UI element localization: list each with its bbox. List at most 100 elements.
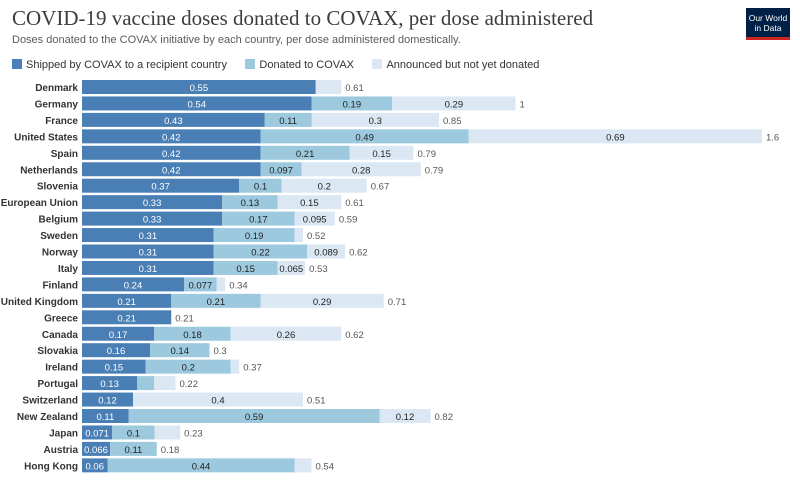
value-label-shipped-greece: 0.21	[117, 313, 136, 324]
value-label-announced-belgium: 0.095	[303, 215, 327, 226]
bar-shipped-finland	[82, 277, 184, 292]
value-label-donated-european-union: 0.13	[241, 198, 260, 209]
legend-item-announced[interactable]: Announced but not yet donated	[372, 58, 539, 71]
bar-donated-finland	[184, 277, 217, 292]
bar-announced-european-union	[277, 195, 342, 210]
country-label-european-union: European Union	[1, 198, 78, 209]
value-label-shipped-slovenia: 0.37	[151, 182, 170, 193]
legend-swatch-shipped	[12, 58, 22, 69]
value-label-donated-slovakia: 0.14	[171, 346, 190, 357]
bar-donated-united-states	[260, 129, 469, 144]
value-label-announced-slovenia: 0.2	[318, 182, 331, 193]
value-label-donated-japan: 0.1	[127, 428, 140, 439]
total-label-new-zealand: 0.82	[435, 412, 454, 423]
bar-shipped-switzerland	[82, 392, 133, 407]
country-label-hong-kong: Hong Kong	[24, 461, 78, 472]
country-label-finland: Finland	[42, 280, 78, 291]
value-label-shipped-united-states: 0.42	[162, 132, 181, 143]
bar-shipped-european-union	[82, 195, 223, 210]
total-label-japan: 0.23	[184, 428, 203, 439]
logo-line-1: Our World	[748, 13, 788, 23]
legend: Shipped by COVAX to a recipient country …	[12, 56, 553, 71]
country-label-denmark: Denmark	[35, 83, 78, 94]
bar-announced-netherlands	[301, 162, 421, 177]
country-label-italy: Italy	[58, 264, 78, 275]
legend-swatch-donated	[245, 58, 256, 69]
owid-logo[interactable]: Our World in Data	[746, 8, 790, 40]
value-label-announced-european-union: 0.15	[300, 198, 319, 209]
bar-announced-italy	[277, 260, 306, 275]
value-label-donated-hong-kong: 0.44	[192, 461, 211, 472]
bar-shipped-slovenia	[82, 178, 240, 193]
bar-announced-japan	[154, 425, 181, 440]
legend-item-shipped[interactable]: Shipped by COVAX to a recipient country	[12, 58, 227, 71]
value-label-shipped-sweden: 0.31	[139, 231, 158, 242]
bar-announced-norway	[307, 244, 346, 259]
value-label-shipped-european-union: 0.33	[143, 198, 162, 209]
value-label-announced-norway: 0.089	[314, 248, 338, 259]
value-label-shipped-ireland: 0.15	[105, 363, 124, 374]
total-label-greece: 0.21	[175, 313, 194, 324]
value-label-donated-germany: 0.19	[343, 99, 362, 110]
value-label-announced-netherlands: 0.28	[352, 165, 371, 176]
total-label-united-kingdom: 0.71	[388, 297, 407, 308]
bar-shipped-denmark	[82, 80, 316, 94]
country-label-spain: Spain	[51, 149, 78, 160]
value-label-donated-sweden: 0.19	[245, 231, 264, 242]
value-label-announced-new-zealand: 0.12	[396, 412, 415, 423]
value-label-donated-belgium: 0.17	[249, 215, 268, 226]
bar-announced-portugal	[154, 376, 176, 391]
country-label-slovenia: Slovenia	[37, 182, 79, 193]
bar-donated-spain	[260, 145, 350, 160]
logo-line-2: in Data	[754, 23, 782, 33]
bar-donated-united-kingdom	[171, 293, 261, 308]
bar-announced-ireland	[230, 359, 240, 374]
total-label-germany: 1	[520, 99, 525, 110]
total-label-netherlands: 0.79	[425, 165, 444, 176]
value-label-shipped-austria: 0.066	[84, 445, 108, 456]
value-label-donated-slovenia: 0.1	[254, 182, 267, 193]
bar-announced-germany	[392, 96, 516, 111]
bar-announced-switzerland	[133, 392, 303, 407]
bar-announced-france	[311, 112, 439, 127]
value-label-shipped-united-kingdom: 0.21	[117, 297, 136, 308]
value-label-announced-united-states: 0.69	[606, 132, 625, 143]
bar-donated-austria	[110, 441, 157, 456]
bar-shipped-united-states	[82, 129, 261, 144]
bar-donated-slovakia	[150, 343, 210, 358]
country-label-japan: Japan	[49, 428, 78, 439]
value-label-announced-france: 0.3	[369, 116, 382, 127]
value-label-announced-united-kingdom: 0.29	[313, 297, 332, 308]
country-label-switzerland: Switzerland	[22, 396, 78, 407]
total-label-finland: 0.34	[229, 280, 248, 291]
value-label-shipped-finland: 0.24	[124, 280, 143, 291]
bar-donated-ireland	[145, 359, 231, 374]
bar-donated-germany	[311, 96, 393, 111]
value-label-donated-italy: 0.15	[236, 264, 255, 275]
bar-shipped-ireland	[82, 359, 146, 374]
bar-shipped-austria	[82, 441, 111, 456]
value-label-announced-germany: 0.29	[445, 99, 464, 110]
bar-donated-portugal	[137, 376, 155, 391]
bar-donated-european-union	[222, 195, 278, 210]
bar-donated-norway	[213, 244, 308, 259]
value-label-shipped-japan: 0.071	[85, 428, 109, 439]
value-label-shipped-portugal: 0.13	[100, 379, 119, 390]
total-label-switzerland: 0.51	[307, 396, 326, 407]
value-label-shipped-canada: 0.17	[109, 330, 128, 341]
total-label-norway: 0.62	[349, 248, 368, 259]
bar-announced-new-zealand	[379, 409, 431, 423]
bar-donated-canada	[154, 326, 231, 341]
value-label-donated-ireland: 0.2	[182, 363, 195, 374]
value-label-shipped-switzerland: 0.12	[98, 396, 117, 407]
bar-announced-belgium	[294, 211, 335, 226]
value-label-shipped-denmark: 0.55	[190, 83, 209, 94]
bar-announced-united-kingdom	[260, 293, 384, 308]
legend-item-donated[interactable]: Donated to COVAX	[245, 58, 354, 71]
value-label-shipped-germany: 0.54	[188, 99, 207, 110]
bar-chart: Denmark 0.55 0.61 Germany 0.54 0.19 0.29 1 Franc…	[1, 80, 779, 473]
bar-donated-sweden	[213, 228, 295, 243]
country-label-belgium: Belgium	[39, 215, 79, 226]
chart-subtitle: Doses donated to the COVAX initiative by…	[12, 34, 461, 46]
total-label-sweden: 0.52	[307, 231, 326, 242]
